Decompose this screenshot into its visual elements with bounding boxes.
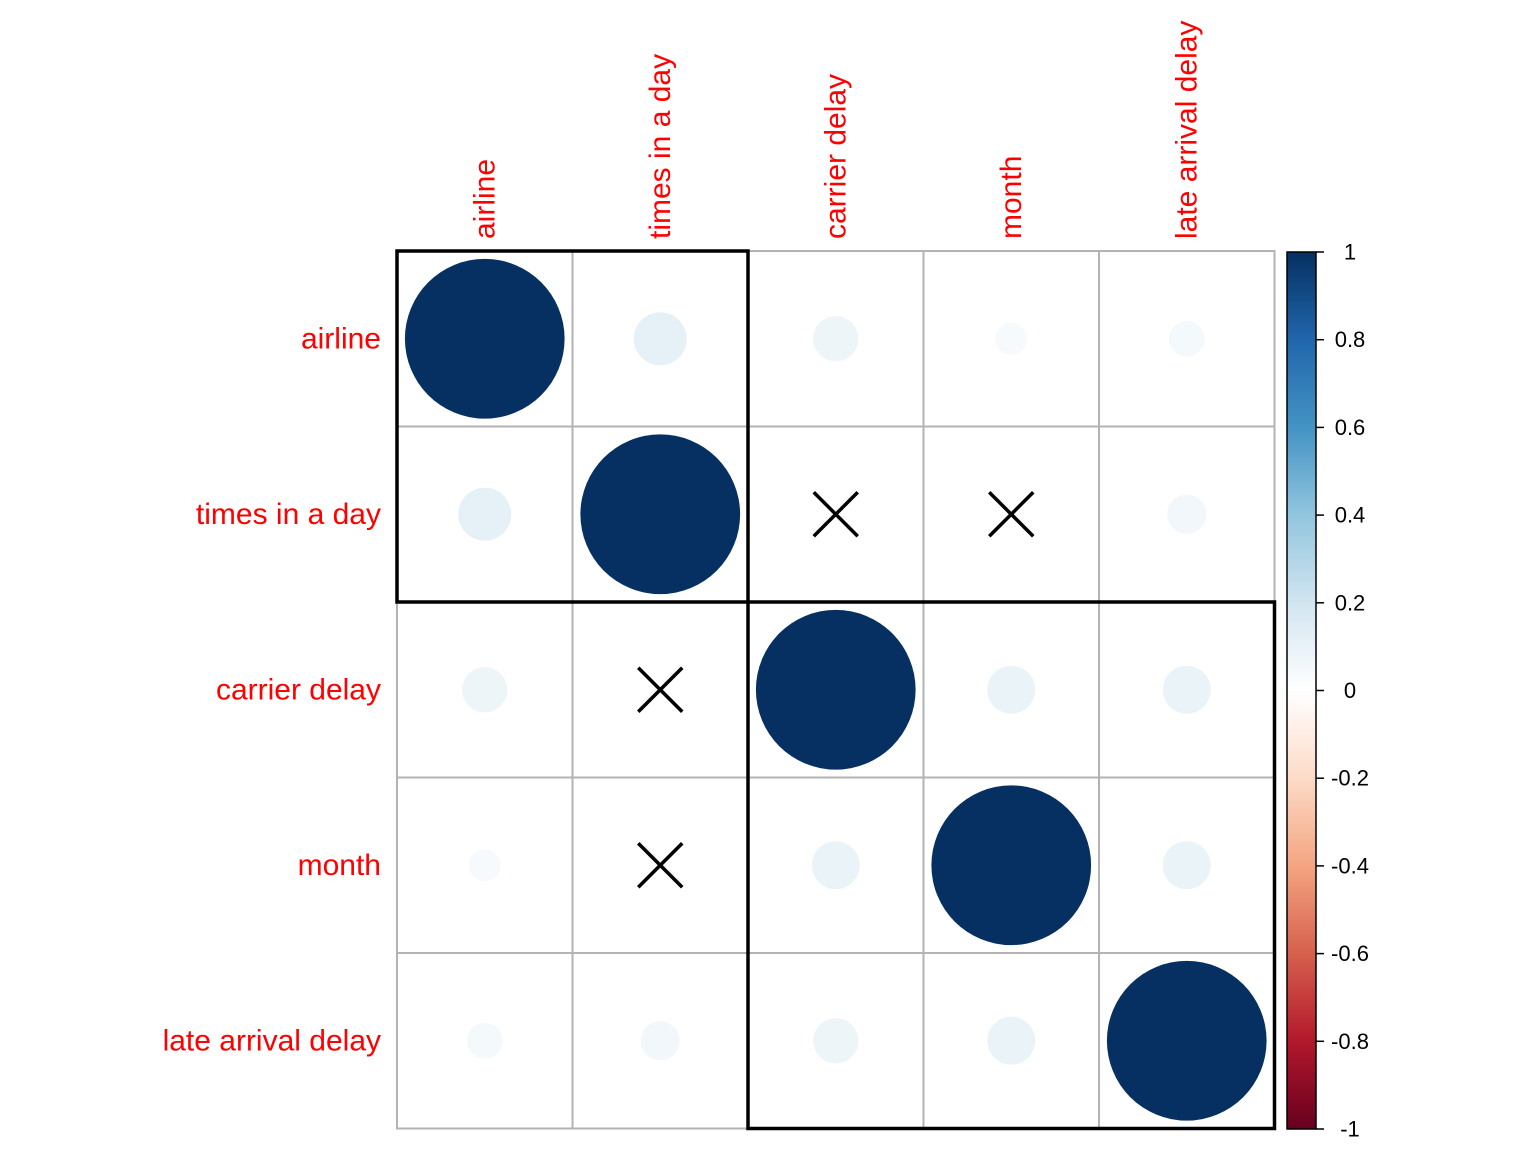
cross-stroke xyxy=(637,842,684,889)
correlation-circle xyxy=(1167,494,1207,534)
correlation-circle xyxy=(468,849,501,882)
colorbar-tick-label: 0.8 xyxy=(1335,327,1366,352)
colorbar-legend: 1 0.8 0.6 0.4 0.2 0 -0.2 -0.4 -0.6 -0.8 -1 xyxy=(1286,240,1369,1142)
correlation-circle xyxy=(1162,665,1211,714)
colorbar-tick-label: 0.6 xyxy=(1335,415,1366,440)
cluster-box xyxy=(395,249,750,604)
correlation-circle xyxy=(931,785,1092,946)
insignificant-cross-mark xyxy=(812,491,859,538)
row-label: airline xyxy=(301,322,381,355)
correlation-circle xyxy=(813,1018,859,1064)
correlation-circle xyxy=(755,609,916,770)
correlation-circle xyxy=(811,841,860,890)
row-label: late arrival delay xyxy=(163,1024,381,1057)
row-labels: airline times in a day carrier delay month l… xyxy=(163,322,381,1057)
correlation-circle xyxy=(987,665,1036,714)
correlation-circle xyxy=(987,1016,1036,1065)
column-label: late arrival delay xyxy=(1170,21,1203,239)
colorbar-tick-label: 1 xyxy=(1344,240,1356,265)
correlation-circle xyxy=(580,434,741,595)
correlation-circle xyxy=(462,667,508,713)
correlation-marks xyxy=(404,258,1267,1121)
colorbar-tick-label: 0 xyxy=(1344,678,1356,703)
insignificant-cross-mark xyxy=(637,666,684,713)
correlation-circle xyxy=(1162,841,1211,890)
grid xyxy=(396,250,1276,1130)
colorbar-gradient xyxy=(1286,251,1317,1130)
correlation-circle xyxy=(633,312,687,366)
row-label: times in a day xyxy=(196,498,381,531)
correlation-circle xyxy=(1106,960,1267,1121)
colorbar-tick-label: -0.8 xyxy=(1331,1029,1369,1054)
cluster-boxes xyxy=(395,249,1277,1131)
colorbar-tick-label: -1 xyxy=(1340,1117,1360,1142)
colorbar-tick-label: 0.2 xyxy=(1335,590,1366,615)
cross-stroke xyxy=(812,491,859,538)
cross-stroke xyxy=(637,666,684,713)
column-label: carrier delay xyxy=(819,74,852,239)
row-label: carrier delay xyxy=(216,673,381,706)
insignificant-cross-mark xyxy=(637,842,684,889)
colorbar-tick-label: -0.6 xyxy=(1331,941,1369,966)
colorbar-tick-label: -0.2 xyxy=(1331,766,1369,791)
correlation-circle xyxy=(404,258,565,419)
column-label: times in a day xyxy=(644,54,677,239)
cross-stroke xyxy=(988,491,1035,538)
row-label: month xyxy=(298,849,381,882)
correlation-circle xyxy=(813,316,859,362)
insignificant-cross-mark xyxy=(988,491,1035,538)
colorbar-tick-label: -0.4 xyxy=(1331,853,1369,878)
column-label: airline xyxy=(468,159,501,239)
column-label: month xyxy=(995,156,1028,239)
column-labels: airline times in a day carrier delay month l… xyxy=(468,21,1203,239)
correlation-circle xyxy=(466,1022,503,1059)
correlation-circle xyxy=(995,322,1028,355)
correlation-circle xyxy=(1168,320,1205,357)
cluster-box xyxy=(746,600,1277,1131)
colorbar-tick-label: 0.4 xyxy=(1335,503,1366,528)
correlation-circle xyxy=(640,1021,680,1061)
correlation-circle xyxy=(458,487,512,541)
